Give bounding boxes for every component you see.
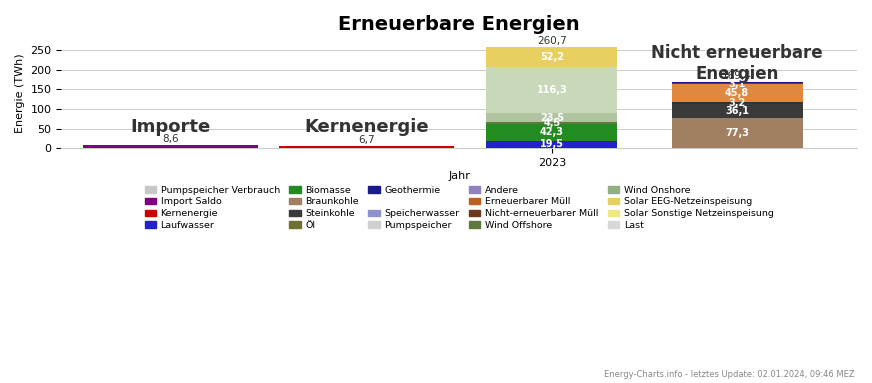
- Text: 23,5: 23,5: [540, 113, 564, 123]
- Text: 8,6: 8,6: [162, 134, 179, 144]
- Text: 52,2: 52,2: [540, 52, 564, 62]
- Text: 116,3: 116,3: [536, 85, 567, 95]
- Text: 6,7: 6,7: [358, 135, 375, 145]
- Bar: [279, 146, 453, 148]
- Bar: [671, 83, 802, 85]
- Bar: [671, 82, 802, 83]
- Bar: [671, 102, 802, 104]
- Text: 19,5: 19,5: [540, 139, 564, 149]
- Text: 77,3: 77,3: [726, 128, 749, 138]
- Bar: [487, 141, 617, 148]
- Text: 36,1: 36,1: [726, 106, 749, 116]
- Bar: [487, 113, 617, 122]
- Text: Nicht erneuerbare
Energien: Nicht erneuerbare Energien: [651, 44, 823, 83]
- Text: 42,3: 42,3: [540, 127, 564, 137]
- Text: 3,2: 3,2: [728, 98, 746, 108]
- Bar: [487, 47, 617, 67]
- Y-axis label: Energie (TWh): Energie (TWh): [15, 54, 25, 133]
- Text: Importe: Importe: [130, 118, 210, 136]
- Bar: [83, 145, 257, 148]
- Bar: [671, 118, 802, 148]
- Text: Kernenergie: Kernenergie: [304, 118, 429, 136]
- Text: 4,5: 4,5: [543, 118, 561, 128]
- Bar: [671, 104, 802, 118]
- X-axis label: Jahr: Jahr: [448, 171, 470, 181]
- Title: Erneuerbare Energien: Erneuerbare Energien: [338, 15, 580, 34]
- Text: 45,8: 45,8: [725, 88, 749, 98]
- Bar: [487, 124, 617, 141]
- Legend: Pumpspeicher Verbrauch, Import Saldo, Kernenergie, Laufwasser, Biomasse, Braunko: Pumpspeicher Verbrauch, Import Saldo, Ke…: [143, 183, 776, 232]
- Text: 260,7: 260,7: [537, 36, 567, 46]
- Bar: [671, 85, 802, 102]
- Bar: [487, 67, 617, 113]
- Bar: [487, 122, 617, 124]
- Text: 3,1: 3,1: [728, 79, 746, 89]
- Text: 169,4: 169,4: [722, 71, 752, 81]
- Text: Energy-Charts.info - letztes Update: 02.01.2024, 09:46 MEZ: Energy-Charts.info - letztes Update: 02.…: [604, 370, 855, 379]
